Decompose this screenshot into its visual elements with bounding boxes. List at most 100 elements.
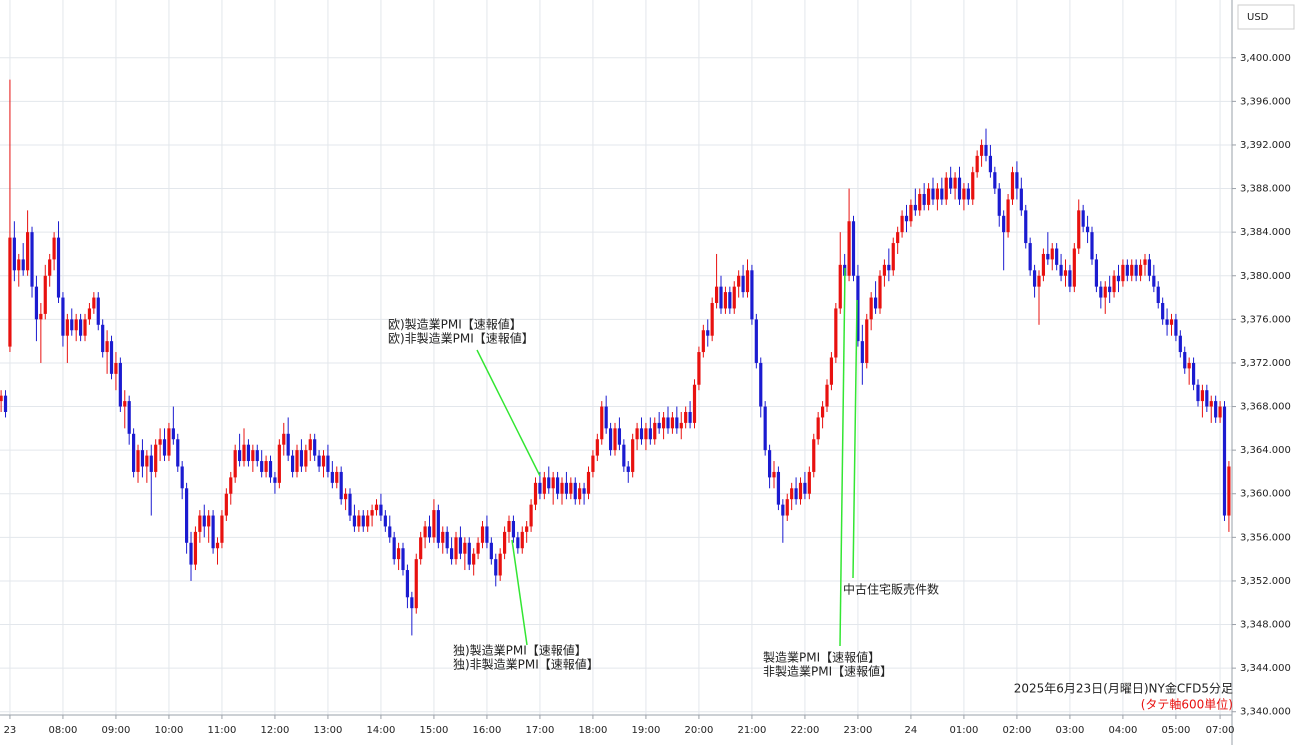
x-tick-label: 03:00	[1055, 725, 1084, 736]
annotation-text: 独)非製造業PMI【速報値】	[453, 657, 599, 672]
candle-body	[1032, 270, 1037, 287]
candle-body	[48, 259, 52, 276]
candle-body	[750, 270, 754, 320]
candle-body	[105, 341, 109, 353]
candle-body	[299, 450, 304, 467]
candle-body	[290, 455, 295, 472]
candle-body	[595, 439, 599, 456]
candle-body	[414, 559, 418, 609]
candle-body	[432, 510, 436, 538]
x-tick-label: 05:00	[1161, 725, 1190, 736]
candle-body	[525, 526, 529, 532]
candle-body	[631, 439, 635, 472]
candle-body	[396, 548, 401, 560]
candle-body	[993, 172, 997, 189]
candle-body	[494, 559, 498, 576]
candle-body	[132, 433, 136, 472]
candle-body	[600, 406, 604, 440]
candle-body	[957, 177, 962, 200]
y-tick-label: 3,364.000	[1240, 445, 1291, 456]
annotation-text: 中古住宅販売件数	[843, 582, 939, 597]
candle-body	[21, 259, 25, 271]
candle-body	[224, 493, 228, 516]
candle-body	[639, 428, 644, 440]
candle-body	[511, 520, 516, 538]
annotation-text: 独)製造業PMI【速報値】	[453, 643, 587, 658]
candle-body	[423, 526, 427, 538]
candle-body	[953, 177, 957, 189]
candle-body	[83, 319, 87, 336]
annotation-text: 欧)製造業PMI【速報値】	[388, 317, 522, 332]
candle-body	[96, 297, 100, 325]
candle-body	[176, 439, 180, 467]
candle-body	[410, 597, 414, 609]
candles	[0, 79, 1231, 636]
candle-body	[1205, 390, 1209, 407]
grid	[0, 0, 1232, 715]
candle-body	[140, 450, 145, 467]
candle-body	[860, 341, 864, 363]
y-tick-label: 3,372.000	[1240, 358, 1291, 369]
candle-body	[476, 542, 480, 554]
candle-body	[26, 232, 30, 271]
y-tick-label: 3,392.000	[1240, 140, 1291, 151]
candle-body	[1209, 401, 1213, 407]
candle-body	[1214, 401, 1218, 418]
candle-body	[697, 352, 701, 385]
x-tick-label: 01:00	[950, 725, 979, 736]
candle-body	[622, 444, 626, 467]
candle-body	[56, 237, 61, 298]
x-tick-label: 20:00	[685, 725, 714, 736]
candle-body	[255, 450, 259, 462]
candle-body	[701, 330, 705, 353]
candle-body	[1156, 286, 1160, 304]
candle-body	[65, 319, 69, 336]
candle-body	[321, 455, 326, 467]
candle-body	[900, 215, 904, 233]
candle-body	[74, 319, 78, 331]
x-tick-label: 19:00	[632, 725, 661, 736]
candle-body	[268, 461, 273, 478]
candle-body	[1103, 286, 1107, 298]
y-tick-label: 3,352.000	[1240, 576, 1291, 587]
candle-body	[918, 194, 922, 211]
footnote-unit: (タテ軸600単位)	[1141, 697, 1233, 712]
candle-body	[348, 493, 352, 516]
candle-body	[1041, 253, 1046, 276]
candle-body	[3, 395, 8, 412]
candle-body	[229, 477, 233, 494]
candle-body	[458, 537, 463, 554]
candle-body	[43, 275, 47, 314]
candle-body	[388, 526, 392, 538]
candle-body	[692, 384, 697, 423]
candle-body	[520, 531, 524, 549]
candle-body	[1222, 406, 1227, 516]
candle-body	[242, 444, 246, 462]
candle-body	[931, 188, 935, 200]
candle-body	[882, 264, 887, 276]
candle-body	[538, 482, 542, 494]
candle-body	[706, 330, 710, 336]
candle-body	[1006, 199, 1010, 233]
candle-body	[1112, 275, 1116, 293]
candle-body	[207, 515, 211, 527]
annotation: 独)製造業PMI【速報値】 独)非製造業PMI【速報値】	[453, 539, 599, 672]
candle-body	[754, 319, 758, 363]
candle-body	[17, 259, 21, 271]
candle-body	[803, 482, 807, 494]
candle-body	[79, 319, 83, 336]
candle-body	[1050, 248, 1054, 260]
candle-body	[812, 439, 816, 472]
x-tick-label: 23:00	[844, 725, 873, 736]
candle-body	[573, 482, 577, 500]
candle-body	[763, 406, 767, 451]
candle-body	[1072, 248, 1076, 287]
candle-body	[1019, 188, 1023, 211]
candle-body	[87, 308, 92, 320]
candle-body	[1187, 362, 1191, 369]
candle-body	[295, 450, 299, 472]
candle-body	[1015, 172, 1019, 189]
candle-body	[1200, 390, 1205, 402]
